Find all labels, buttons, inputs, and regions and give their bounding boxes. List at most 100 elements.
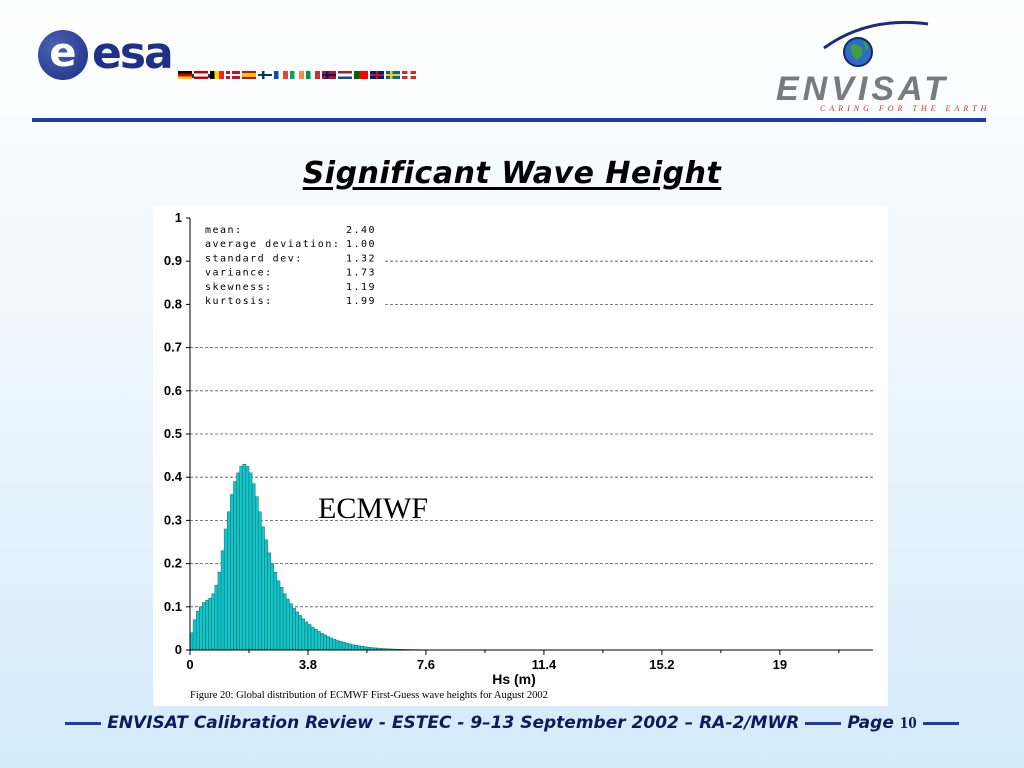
histogram-bar <box>227 511 231 651</box>
histogram-bar <box>273 571 278 651</box>
flag-icon <box>178 71 192 79</box>
histogram-bar <box>332 638 337 651</box>
footer-title: ENVISAT Calibration Review - ESTEC - 9–1… <box>107 713 800 733</box>
histogram-bar <box>344 642 349 651</box>
stat-value: 1.19 <box>346 282 376 293</box>
satellite-swoosh-icon <box>823 20 929 67</box>
histogram-bar <box>310 626 315 651</box>
histogram-bar <box>217 571 222 651</box>
histogram-bar <box>357 645 362 651</box>
footer-dash <box>65 721 102 725</box>
histogram-bar <box>282 593 287 651</box>
x-axis-label: Hs (m) <box>492 671 536 687</box>
chart-panel: 0 0.1 0.2 0.3 0.4 0.5 0.6 0.7 0.8 0.9 1 0 3.8 7.6 11.… <box>153 206 888 706</box>
x-tick-label: 11.4 <box>532 657 557 672</box>
histogram-bar <box>254 496 259 651</box>
histogram-bar <box>320 632 324 651</box>
histogram-bar <box>192 619 197 651</box>
y-tick-label: 0 <box>175 642 182 657</box>
y-tick-label: 0.4 <box>164 469 183 484</box>
histogram-bar <box>338 641 343 651</box>
flag-icon <box>338 71 352 79</box>
footer-dash <box>805 721 842 725</box>
x-tick-label: 0 <box>186 657 193 672</box>
y-tick-label: 0.9 <box>164 253 182 268</box>
esa-logo-letter: e <box>49 30 77 76</box>
y-tick-label: 0.2 <box>164 556 182 571</box>
flag-icon <box>354 71 368 79</box>
histogram-bar <box>267 552 271 651</box>
histogram-bar <box>304 621 309 651</box>
flag-icon <box>306 71 320 79</box>
header-divider <box>32 118 986 122</box>
stat-label: standard dev: <box>205 253 303 264</box>
histogram-bar <box>323 634 327 651</box>
histogram-bar <box>211 593 216 651</box>
flag-icon <box>226 71 240 79</box>
histogram-bar <box>289 603 293 651</box>
histogram-bar <box>230 494 234 651</box>
histogram-bar <box>307 624 312 651</box>
flag-icon <box>210 71 224 79</box>
figure-caption: Figure 20: Global distribution of ECMWF … <box>190 690 548 701</box>
histogram-bar <box>239 466 244 651</box>
histogram-bar <box>360 646 365 651</box>
histogram-bar <box>195 610 200 651</box>
histogram-bar <box>276 580 281 651</box>
histogram-bar <box>205 600 209 651</box>
histogram-bar <box>292 607 296 651</box>
y-tick-label: 0.1 <box>164 599 182 614</box>
stat-label: average deviation: <box>205 239 340 250</box>
histogram-bar <box>248 472 253 651</box>
footer-dash <box>922 721 959 725</box>
histogram-bar <box>220 550 225 651</box>
histogram-bar <box>335 640 340 651</box>
histogram-bar <box>351 644 355 651</box>
histogram-bar <box>245 466 250 651</box>
histogram-bar <box>233 481 237 651</box>
stat-value: 1.99 <box>346 296 376 307</box>
histogram-bar <box>329 637 334 651</box>
x-tick-label: 19 <box>773 657 787 672</box>
flag-icon <box>370 71 384 79</box>
flag-icon <box>242 71 256 79</box>
stat-value: 2.40 <box>346 225 376 236</box>
y-tick-label: 0.5 <box>164 426 182 441</box>
flag-icon <box>258 71 272 79</box>
histogram-bar <box>348 643 352 651</box>
flag-icon <box>274 71 288 79</box>
histogram-bar <box>202 602 206 651</box>
footer-page-label: Page <box>847 713 894 733</box>
x-tick-label: 15.2 <box>649 657 674 672</box>
histogram-bar <box>326 636 330 651</box>
footer: ENVISAT Calibration Review - ESTEC - 9–1… <box>0 713 1024 733</box>
histogram-bar <box>354 644 358 651</box>
y-tick-label: 1 <box>175 210 182 225</box>
y-tick-label: 0.8 <box>164 296 182 311</box>
histogram-bar <box>261 526 265 651</box>
stat-label: mean: <box>205 225 243 236</box>
member-flags <box>178 71 416 79</box>
x-tick-label: 7.6 <box>417 657 435 672</box>
histogram-bar <box>264 539 268 651</box>
envisat-logo: ENVISAT CARING FOR THE EARTH <box>768 18 988 118</box>
model-label: ECMWF <box>318 492 428 525</box>
stat-value: 1.73 <box>346 268 376 279</box>
y-tick-label: 0.3 <box>164 512 182 527</box>
flag-icon <box>194 71 208 79</box>
histogram-bar <box>317 631 321 651</box>
histogram-bar <box>301 618 306 651</box>
flag-icon <box>322 71 336 79</box>
esa-logo: e esa <box>38 28 218 88</box>
histogram-chart: 0 0.1 0.2 0.3 0.4 0.5 0.6 0.7 0.8 0.9 1 0 3.8 7.6 11.… <box>164 210 873 701</box>
slide-title: Significant Wave Height <box>302 156 722 191</box>
flag-icon <box>290 71 304 79</box>
histogram-bar <box>242 463 247 651</box>
stat-label: skewness: <box>205 282 273 293</box>
esa-logo-text: esa <box>92 28 174 79</box>
y-tick-label: 0.7 <box>164 340 182 355</box>
flag-icon <box>402 71 416 79</box>
histogram-bar <box>208 597 212 651</box>
footer-page-number: 10 <box>899 713 917 732</box>
histogram-bar <box>214 584 219 651</box>
